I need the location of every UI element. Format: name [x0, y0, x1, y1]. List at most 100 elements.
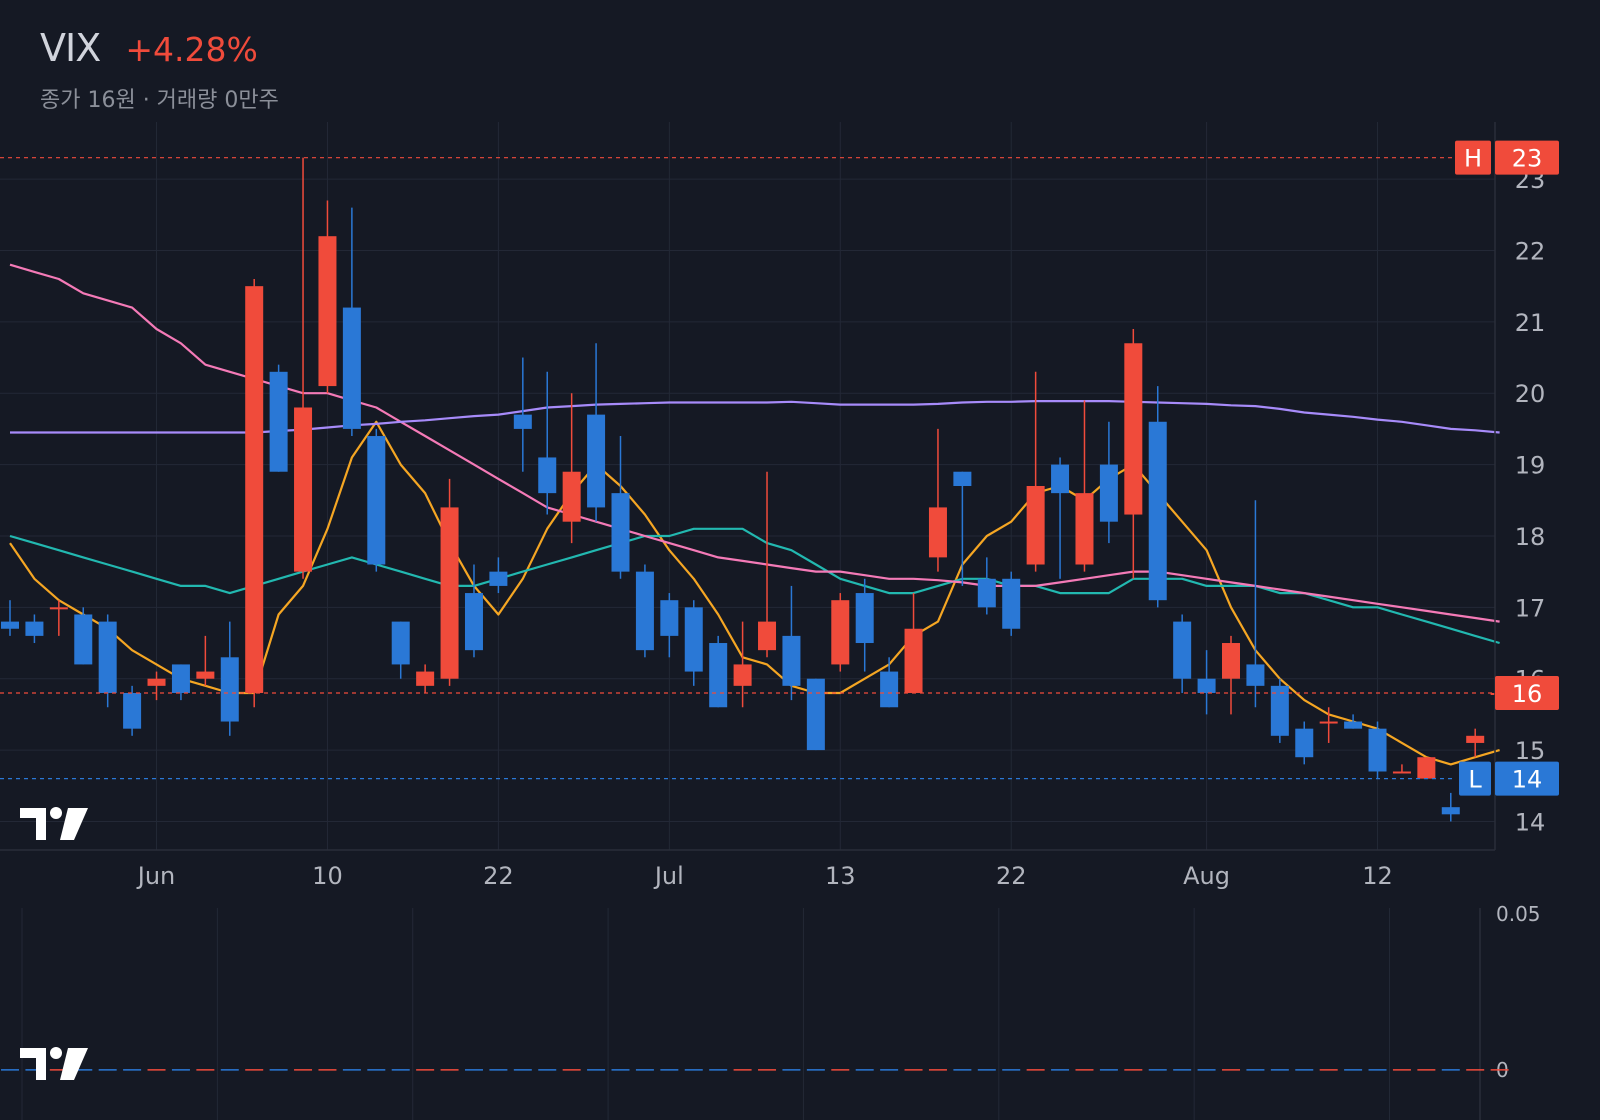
volume-bar [928, 1069, 947, 1071]
y-tick-label: 21 [1515, 309, 1546, 337]
candle-body [1026, 486, 1045, 565]
low-value-label-box [1495, 761, 1559, 796]
candle-body [1075, 493, 1094, 565]
volume-bar [245, 1069, 264, 1071]
candle-body [928, 507, 947, 558]
volume-bar [1344, 1069, 1363, 1071]
x-tick-label: 22 [996, 862, 1027, 890]
volume-bar [367, 1069, 386, 1071]
volume-bar [709, 1069, 728, 1071]
x-tick-label: 10 [312, 862, 343, 890]
candle-body [318, 236, 337, 387]
candle-body [464, 593, 483, 651]
x-tick-label: 22 [483, 862, 514, 890]
volume-bar [611, 1069, 630, 1071]
candle-body [587, 414, 606, 508]
volume-bar [758, 1069, 777, 1071]
candle-body [831, 600, 850, 665]
volume-bar [1124, 1069, 1143, 1071]
y-tick-label: 22 [1515, 237, 1546, 265]
candle-body [611, 493, 630, 572]
volume-bar [1490, 1069, 1509, 1071]
y-tick-label: 20 [1515, 380, 1546, 408]
high-flag: H [1464, 145, 1482, 173]
volume-bar [513, 1069, 532, 1071]
last-value-label-box [1495, 675, 1559, 710]
y-tick-label: 14 [1515, 808, 1546, 836]
volume-bar [123, 1069, 142, 1071]
candle-body [1, 621, 19, 629]
volume-bar [904, 1069, 923, 1071]
candle-body [806, 678, 825, 751]
candle-body [562, 471, 581, 522]
candle-body [513, 414, 532, 429]
volume-bar [635, 1069, 654, 1071]
low-value-label: 14 [1512, 766, 1543, 794]
volume-bar [269, 1069, 288, 1071]
ticker-symbol: VIX [40, 26, 101, 70]
high-value-label: 23 [1512, 145, 1543, 173]
close-volume-summary: 종가 16원 · 거래량 0만주 [40, 88, 279, 113]
candle-body [440, 507, 459, 679]
x-tick-label: Aug [1183, 862, 1230, 890]
candle-body [367, 436, 386, 565]
price-change-percent: +4.28% [125, 30, 258, 69]
volume-bar [855, 1069, 874, 1071]
volume-bar [953, 1069, 972, 1071]
candle-body [880, 671, 899, 708]
candle-body [1197, 678, 1216, 693]
volume-y-tick-label: 0.05 [1496, 902, 1541, 926]
candle-body [25, 621, 44, 636]
candle-body [391, 621, 410, 665]
volume-bar [49, 1069, 68, 1071]
candle-body [1368, 728, 1387, 772]
tradingview-logo-icon [20, 1044, 90, 1084]
volume-bar [489, 1069, 508, 1071]
candle-body [1099, 464, 1118, 522]
volume-bar [171, 1069, 190, 1071]
volume-bar [196, 1069, 215, 1071]
x-tick-label: 13 [825, 862, 856, 890]
volume-bar [1173, 1069, 1192, 1071]
volume-bar [660, 1069, 679, 1071]
candles [1, 157, 1509, 822]
candle-body [660, 600, 679, 636]
candle-body [1295, 728, 1314, 758]
ma-line-ma20 [9, 527, 1500, 645]
volume-bar [1295, 1069, 1314, 1071]
candle-body [733, 664, 752, 686]
volume-bar [98, 1069, 117, 1071]
volume-bar [1246, 1069, 1265, 1071]
candle-body [953, 471, 972, 486]
volume-bar [294, 1069, 313, 1071]
low-flag-box [1459, 761, 1491, 796]
volume-bar [1197, 1069, 1216, 1071]
volume-bar [342, 1069, 361, 1071]
x-tick-label: Jul [653, 862, 684, 890]
volume-bar [416, 1069, 435, 1071]
ma-line-ma60 [9, 263, 1500, 623]
x-tick-label: Jun [136, 862, 176, 890]
candle-body [1124, 343, 1143, 515]
volume-bar [733, 1069, 752, 1071]
volume-bar [318, 1069, 337, 1071]
candle-body [855, 593, 874, 644]
candle-body [635, 571, 654, 651]
volume-bar [1222, 1069, 1240, 1071]
candle-body [1319, 721, 1338, 724]
candle-body [1270, 685, 1289, 736]
volume-bar [1, 1069, 19, 1071]
candle-body [977, 578, 996, 608]
volume-bar [74, 1069, 93, 1071]
candle-body [684, 607, 703, 672]
high-flag-box [1455, 140, 1491, 175]
volume-bar [1466, 1069, 1485, 1071]
volume-bar [464, 1069, 483, 1071]
candle-body [904, 628, 923, 693]
volume-bar [587, 1069, 606, 1071]
volume-bar [806, 1069, 825, 1071]
candle-body [294, 407, 313, 572]
volume-bar [1002, 1069, 1021, 1071]
candle-body [1173, 621, 1192, 679]
